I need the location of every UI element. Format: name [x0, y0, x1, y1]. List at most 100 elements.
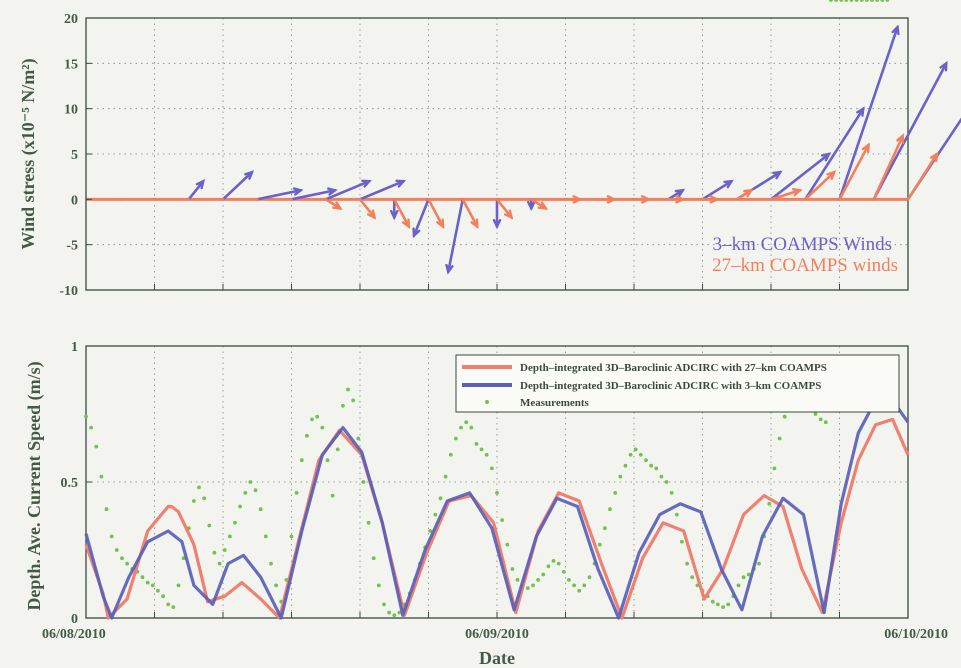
measurement-point [294, 491, 299, 495]
measurement-point [757, 561, 761, 566]
bottom-x-tick-label: 06/08/2010 [42, 627, 106, 642]
winds-3km-vector-head [292, 187, 304, 196]
measurement-point [253, 488, 258, 493]
bottom-y-axis-label: Depth. Ave. Current Speed (m/s) [24, 361, 45, 610]
current-speed-panel: 00.51 06/08/2010 06/09/2010 06/10/2010 Dep… [24, 0, 948, 668]
measurement-point [263, 534, 268, 539]
bottom-x-tick-label: 06/09/2010 [465, 627, 529, 642]
measurement-point [99, 474, 104, 479]
measurement-point [438, 496, 443, 501]
winds-27km-vector-head [470, 218, 479, 229]
measurement-point [654, 466, 659, 471]
winds-27km-vector [392, 198, 411, 228]
winds-27km-vector-head [537, 201, 549, 210]
winds-3km-vector [412, 198, 430, 237]
measurement-point [880, 0, 885, 2]
measurement-point [721, 605, 725, 609]
measurement-point [849, 0, 854, 2]
winds-3km-vector-head [772, 170, 783, 180]
winds-27km-vector-head [929, 151, 939, 163]
winds-3km-vector [769, 152, 831, 201]
bottom-y-ticks: 00.51 [61, 340, 92, 627]
measurement-point [674, 512, 679, 517]
measurement-point [561, 569, 566, 574]
measurement-point [382, 602, 386, 607]
measurement-point [505, 542, 510, 547]
winds-3km-vector-head [445, 263, 454, 275]
measurement-point [613, 491, 618, 495]
winds-3km-vector [838, 25, 899, 201]
measurement-point [844, 0, 849, 2]
measurement-point [685, 561, 689, 566]
winds-27km-vector [529, 198, 548, 210]
measurement-point [361, 480, 366, 484]
measurement-point [464, 420, 469, 425]
series-measurements [84, 0, 890, 618]
winds-3km-vector-head [939, 60, 948, 72]
measurement-point [551, 559, 556, 563]
measurement-point [772, 466, 777, 471]
legend-label-27km: Depth–integrated 3D–Baroclinic ADCIRC wi… [520, 362, 827, 374]
wind-stress-panel: -10 -5 0 5 10 15 20 Wind stress (x10⁻⁵ N/m²) 3… [18, 12, 961, 299]
winds-27km-vector [803, 170, 836, 201]
measurement-point [495, 491, 499, 495]
measurement-point [669, 491, 674, 495]
measurement-point [746, 572, 751, 577]
legend: Depth–integrated 3D–Baroclinic ADCIRC wi… [455, 354, 900, 413]
measurement-point [315, 414, 320, 419]
measurement-point [541, 572, 546, 577]
measurement-point [150, 583, 155, 588]
measurement-point [397, 610, 402, 615]
measurement-point [217, 561, 222, 566]
winds-27km-vector [838, 143, 870, 201]
measurement-point [94, 444, 99, 449]
measurement-point [479, 447, 484, 452]
bottom-y-tick-label: 0 [71, 612, 78, 627]
winds-3km-vector-head [395, 179, 407, 188]
measurement-point [490, 466, 494, 471]
measurement-point [469, 425, 474, 430]
measurement-point [510, 567, 515, 571]
measurement-point [767, 501, 772, 506]
measurement-point [474, 442, 479, 446]
measurement-point [84, 414, 88, 419]
winds-27km-vector [769, 188, 802, 201]
measurement-point [854, 0, 859, 2]
measurement-point [387, 610, 391, 615]
measurement-point [392, 613, 397, 618]
top-y-tick-label: 15 [64, 57, 78, 72]
measurement-point [741, 575, 746, 580]
measurement-point [726, 602, 731, 607]
measurement-point [649, 463, 653, 468]
measurement-point [597, 542, 602, 547]
measurement-point [865, 0, 869, 2]
winds-3km-vector [187, 179, 205, 201]
measurement-point [448, 452, 453, 457]
top-y-tick-label: -5 [66, 239, 78, 254]
winds-27km-vector [358, 198, 376, 219]
measurement-point [248, 480, 253, 484]
winds-27km-vector-head [503, 209, 514, 220]
annotation-27km-winds: 27–km COAMPS winds [712, 255, 898, 276]
measurement-point [608, 507, 612, 512]
measurement-point [109, 534, 114, 539]
measurement-point [269, 561, 273, 566]
measurement-point [587, 575, 592, 580]
winds-3km-vector-head [527, 200, 536, 212]
measurement-point [202, 496, 207, 501]
legend-box [455, 354, 900, 413]
measurement-point [376, 583, 381, 588]
series-27km-winds [118, 133, 939, 229]
measurement-point [243, 491, 248, 495]
measurement-point [325, 458, 330, 463]
measurement-point [330, 493, 335, 498]
measurement-point [366, 520, 371, 525]
measurement-point [659, 474, 664, 479]
measurement-point [171, 605, 176, 609]
winds-3km-vector-head [820, 152, 832, 162]
measurement-point [222, 548, 227, 552]
top-y-tick-label: 20 [64, 12, 78, 27]
winds-3km-vector-head [891, 24, 900, 36]
winds-3km-vector-head [856, 106, 865, 117]
measurement-point [633, 447, 638, 452]
